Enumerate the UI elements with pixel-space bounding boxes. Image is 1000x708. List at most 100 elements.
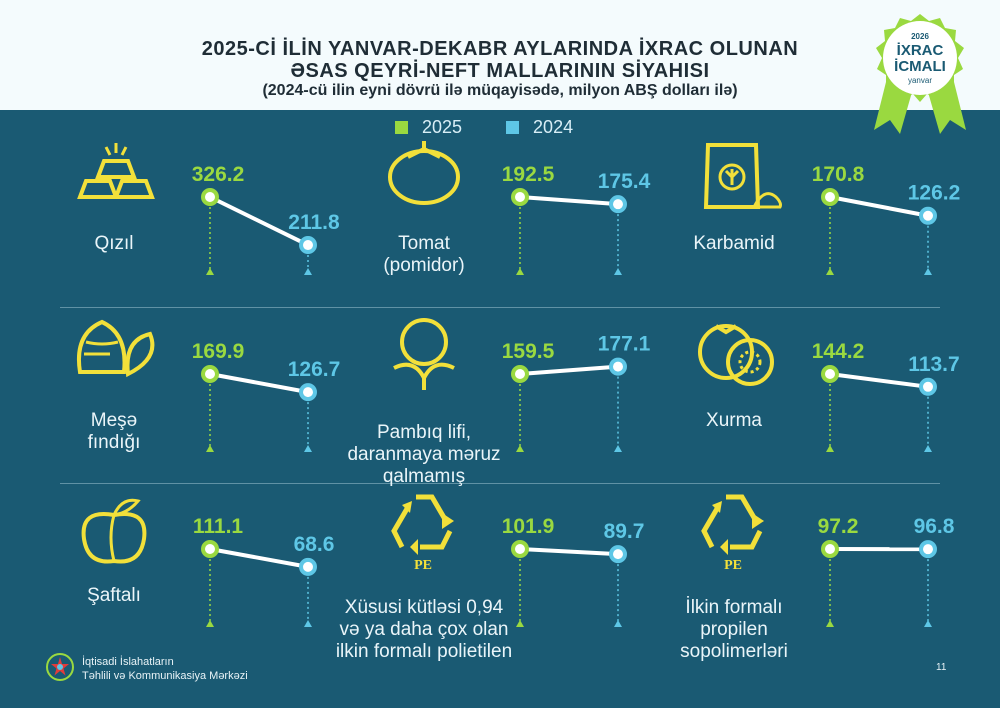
item-name-line: ilkin formalı polietilen [335, 641, 513, 662]
data-label-2025: 111.1 [193, 515, 244, 538]
marker-triangle-2024 [614, 268, 622, 275]
legend-swatch-2024 [506, 120, 520, 134]
item-name-line: Qızıl [94, 233, 134, 254]
marker-triangle-2024 [924, 445, 932, 452]
cotton-boll [400, 318, 448, 366]
comparison-item-5: 159.5 177.1 [393, 318, 651, 452]
recycle-arrowhead [410, 539, 418, 555]
marker-triangle-2024 [304, 268, 312, 275]
recycle-arrowhead [442, 513, 454, 529]
data-point-2025 [821, 540, 839, 558]
data-label-2025: 101.9 [502, 515, 555, 538]
cotton-leaves [393, 362, 455, 390]
item-name-line: və ya daha çox olan [339, 619, 509, 640]
item-name-line: qalmamış [382, 466, 466, 487]
persimmon-calyx [714, 324, 738, 335]
item-name-2: Tomat (pomidor) [334, 233, 514, 277]
connector-line [209, 195, 309, 247]
granules [751, 192, 782, 209]
comparison-item-7: 111.1 68.6 [81, 498, 335, 627]
marker-triangle-2025 [826, 268, 834, 275]
header: 2025-Cİ İLİN YANVAR-DEKABR AYLARINDA İXR… [0, 0, 1000, 110]
connector-line [519, 195, 619, 207]
recycle-arrows [391, 494, 453, 550]
item-name-6: Xurma [644, 410, 824, 432]
data-label-2024: 177.1 [598, 333, 651, 356]
item-name-1: Qızıl [24, 233, 204, 255]
item-name-line: propilen [700, 619, 768, 640]
data-label-2024: 175.4 [598, 170, 651, 193]
item-name-8: Xüsusi kütləsi 0,94 və ya daha çox olan il… [334, 597, 514, 663]
data-label-2025: 170.8 [812, 163, 865, 186]
emblem-logo-icon [46, 653, 74, 681]
persimmon-icon [698, 324, 774, 386]
marker-triangle-2025 [826, 445, 834, 452]
comparison-item-2: 192.5 175.4 [388, 141, 651, 275]
data-point-2025 [821, 365, 839, 383]
page-title-line1: 2025-Cİ İLİN YANVAR-DEKABR AYLARINDA İXR… [201, 38, 799, 60]
data-point-2025 [511, 540, 529, 558]
marker-triangle-2024 [304, 620, 312, 627]
marker-triangle-2024 [924, 268, 932, 275]
data-point-2024 [299, 557, 317, 576]
data-point-2025 [201, 365, 219, 383]
hazelnut-cap [84, 340, 119, 356]
data-point-2024 [919, 206, 937, 225]
hazelnut-shell [77, 319, 127, 374]
data-point-2024 [609, 195, 627, 214]
item-name-line: fındığı [87, 432, 141, 453]
data-label-2025: 169.9 [192, 340, 245, 363]
item-name-line: Xurma [706, 410, 762, 431]
recycle-pe-icon: PE [701, 494, 764, 573]
data-point-2025 [821, 188, 839, 206]
comparison-item-6: 144.2 113.7 [698, 324, 960, 452]
data-label-2025: 192.5 [502, 163, 555, 186]
tomato-body [388, 149, 460, 205]
gold-bar [113, 179, 155, 199]
footer-org-line1: İqtisadi İslahatların [82, 656, 174, 668]
chart-legend: 2025 2024 [395, 114, 617, 140]
item-name-line: Xüsusi kütləsi 0,94 [344, 597, 504, 618]
item-name-line: sopolimerləri [680, 641, 788, 662]
pe-label: PE [724, 558, 742, 573]
recycle-arrowhead [752, 513, 764, 529]
badge-line2: İCMALI [894, 58, 946, 75]
badge-line1: İXRAC [897, 42, 944, 59]
marker-triangle-2025 [516, 445, 524, 452]
item-name-line: (pomidor) [383, 255, 465, 276]
item-name-9: İlkin formalı propilen sopolimerləri [644, 597, 824, 663]
row-divider [60, 483, 940, 484]
peach-leaf [112, 498, 141, 517]
item-name-7: Şaftalı [24, 585, 204, 607]
marker-triangle-2025 [206, 445, 214, 452]
data-point-2025 [201, 188, 219, 206]
comparison-item-8: 101.9 89.7 PE [391, 494, 645, 627]
page-title-line2: ƏSAS QEYRİ-NEFT MALLARININ SİYAHISI [290, 60, 710, 82]
item-name-line: daranmaya məruz [347, 444, 501, 465]
legend-swatch-2025 [395, 120, 408, 134]
fertilizer-bag-icon [703, 143, 782, 209]
data-label-2025: 97.2 [818, 515, 859, 538]
recycle-arrowhead [402, 501, 412, 513]
legend-label-2024: 2024 [533, 116, 574, 137]
connector-line [209, 547, 309, 569]
data-label-2025: 326.2 [192, 163, 245, 186]
data-point-2025 [511, 365, 529, 383]
comparison-item-4: 169.9 126.7 [77, 319, 340, 452]
recycle-pe-icon: PE [391, 494, 454, 573]
row-divider [60, 307, 940, 308]
item-name-line: Karbamid [693, 233, 775, 254]
bag-circle [718, 163, 746, 191]
hazelnut-icon [77, 319, 155, 378]
data-label-2024: 113.7 [908, 353, 959, 376]
marker-triangle-2025 [826, 620, 834, 627]
data-label-2024: 89.7 [604, 520, 645, 543]
data-point-2024 [299, 236, 317, 255]
peach-crease [109, 514, 116, 562]
comparison-item-1: 326.2 211.8 [77, 143, 340, 275]
data-label-2024: 126.2 [908, 182, 961, 205]
data-label-2024: 68.6 [294, 533, 335, 556]
connector-line [829, 372, 929, 389]
